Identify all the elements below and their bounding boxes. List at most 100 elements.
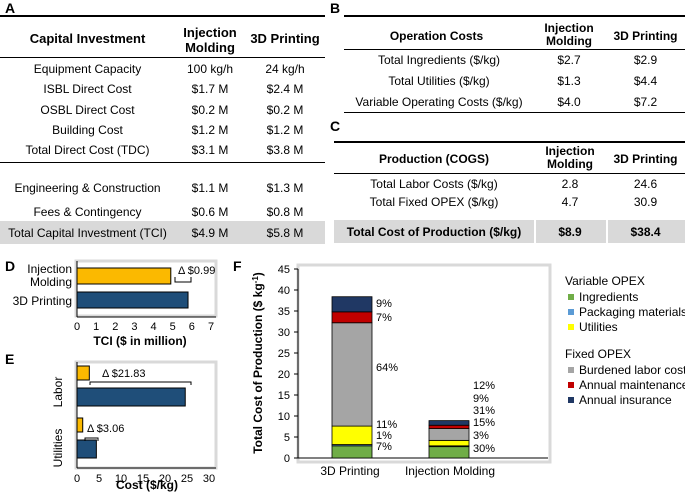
chart-e-xtick: 0 xyxy=(74,473,80,485)
table-b-row-3d: $2.9 xyxy=(633,53,658,67)
chart-e-xlabel: Cost ($/kg) xyxy=(116,478,178,492)
chart-f-legend-swatch xyxy=(568,324,574,330)
chart-f-legend-item: Ingredients xyxy=(579,290,638,304)
table-c-row-label: Total Labor Costs ($/kg) xyxy=(370,177,498,191)
chart-d-delta-bracket xyxy=(174,277,192,283)
table-a-header-injection: Injection Molding xyxy=(183,25,237,55)
chart-f-segment-utilities xyxy=(331,425,373,445)
chart-f-ytick: 15 xyxy=(278,390,290,402)
table-a-header-item: Capital Investment xyxy=(29,31,146,46)
table-a-row-3d: $1.2 M xyxy=(266,123,304,137)
table-b-row-3d: $7.2 xyxy=(633,95,658,109)
chart-d-xtick: 1 xyxy=(93,321,99,333)
chart-e-bar-labor-injection xyxy=(76,365,90,381)
chart-f-pct-injection: 12% xyxy=(473,380,495,392)
chart-f-legend-item: Annual maintenance xyxy=(579,378,685,392)
table-c-header-3dprinting: 3D Printing xyxy=(613,152,678,166)
table-a-total-row-shade xyxy=(0,221,325,244)
table-b-row-im: $2.7 xyxy=(557,53,581,67)
chart-f-ylabel: Total Cost of Production ($ kg-1) xyxy=(251,272,265,454)
chart-f-legend-swatch xyxy=(568,309,574,315)
chart-f-pct-3dprinting: 64% xyxy=(376,362,398,374)
chart-f-cat-3dprinting: 3D Printing xyxy=(320,464,379,478)
chart-f-legend-title: Fixed OPEX xyxy=(565,347,631,361)
chart-f-pct-3dprinting: 1% xyxy=(376,430,392,442)
chart-d-xtick: 2 xyxy=(112,321,118,333)
chart-e-cost: 0 5 10 15 20 25 30 Δ $21.83 Δ $3.06 Labor Util… xyxy=(51,360,218,492)
chart-d-xtick: 5 xyxy=(170,321,176,333)
chart-f-ytick: 10 xyxy=(278,411,290,423)
chart-f-pct-3dprinting: 9% xyxy=(376,298,392,310)
table-a-row-label: Equipment Capacity xyxy=(33,62,142,76)
chart-f-pct-injection: 15% xyxy=(473,417,495,429)
table-a-total-label: Total Capital Investment (TCI) xyxy=(8,226,167,240)
table-c-row-3d: 30.9 xyxy=(633,195,658,209)
chart-d-cat-3dprinting: 3D Printing xyxy=(13,294,72,308)
table-a-row-im: $0.6 M xyxy=(191,205,229,219)
chart-f-legend-swatch xyxy=(568,397,574,403)
table-c-total-row-shade xyxy=(334,220,685,243)
table-a-row-label: Fees & Contingency xyxy=(33,205,142,219)
table-b-row-im: $1.3 xyxy=(557,74,581,88)
table-c-row-im: 4.7 xyxy=(561,195,579,209)
chart-d-xtick: 3 xyxy=(131,321,137,333)
chart-f-ytick: 20 xyxy=(278,369,290,381)
chart-f-pct-3dprinting: 7% xyxy=(376,441,392,453)
chart-f-segment-burdened-labor-cost xyxy=(331,322,373,427)
chart-f-cat-injection: Injection Molding xyxy=(405,464,495,478)
table-b-header-item: Operation Costs xyxy=(389,29,484,43)
table-b-row-label: Variable Operating Costs ($/kg) xyxy=(355,95,523,109)
chart-d-xtick: 4 xyxy=(151,321,157,333)
chart-e-bar-utilities-3dprinting xyxy=(76,439,97,459)
chart-f-segment-annual-maintenance xyxy=(428,424,470,430)
chart-d-xtick: 6 xyxy=(189,321,195,333)
chart-e-cat-utilities: Utilities xyxy=(51,429,65,468)
table-a-row-3d: $3.8 M xyxy=(266,143,304,157)
chart-e-frame xyxy=(74,360,218,470)
table-a-row-im: $1.7 M xyxy=(191,82,229,96)
table-a-row-im: $0.2 M xyxy=(191,103,229,117)
panel-label-c: C xyxy=(330,118,341,134)
chart-f-pct-injection: 3% xyxy=(473,430,489,442)
chart-f-ytick: 40 xyxy=(278,285,290,297)
panel-label-f: F xyxy=(233,258,242,274)
table-a-row-label: Engineering & Construction xyxy=(14,181,161,195)
table-b-row-3d: $4.4 xyxy=(633,74,658,88)
panel-label-a: A xyxy=(5,0,16,16)
chart-f-segment-utilities xyxy=(428,439,470,447)
table-a-row-im: $1.2 M xyxy=(191,123,229,137)
table-a-row-3d: $2.4 M xyxy=(266,82,304,96)
table-a-row-label: OSBL Direct Cost xyxy=(40,103,135,117)
chart-f-legend-item: Packaging materials xyxy=(579,305,685,319)
table-c-total-im: $8.9 xyxy=(558,225,582,239)
table-c-total-3d: $38.4 xyxy=(630,225,661,239)
table-c-row-label: Total Fixed OPEX ($/kg) xyxy=(369,195,499,209)
chart-f-legend-item: Utilities xyxy=(579,320,618,334)
chart-f-pct-injection: 30% xyxy=(473,443,495,455)
chart-f-pct-injection: 9% xyxy=(473,393,489,405)
chart-f-segment-annual-insurance xyxy=(428,420,470,426)
panel-label-d: D xyxy=(5,258,16,274)
table-b-row-label: Total Utilities ($/kg) xyxy=(388,74,490,88)
chart-d-bar-injection xyxy=(76,267,172,285)
table-a-row-label: Total Direct Cost (TDC) xyxy=(25,143,150,157)
table-capital-investment: Capital Investment Injection Molding 3D … xyxy=(0,0,325,250)
chart-e-bar-utilities-injection xyxy=(76,417,84,433)
table-c-row-3d: 24.6 xyxy=(633,177,658,191)
chart-f-legend-swatch xyxy=(568,367,574,373)
chart-f-segment-ingredients xyxy=(331,445,373,459)
table-b-header-3dprinting: 3D Printing xyxy=(613,29,678,43)
table-a-row-label: Building Cost xyxy=(52,123,123,137)
table-c-row-im: 2.8 xyxy=(561,177,579,191)
table-a-row-3d: $0.2 M xyxy=(266,103,304,117)
table-a-total-im: $4.9 M xyxy=(191,226,229,240)
table-production-cogs: Production (COGS) Injection Molding 3D P… xyxy=(334,135,685,247)
table-a-row-label: ISBL Direct Cost xyxy=(43,82,132,96)
chart-f-ytick: 35 xyxy=(278,306,290,318)
chart-f-legend-item: Annual insurance xyxy=(579,393,672,407)
chart-e-delta-labor-bracket xyxy=(89,381,192,385)
chart-f-ytick: 0 xyxy=(284,453,290,465)
chart-d-xlabel: TCI ($ in million) xyxy=(93,334,186,348)
table-c-total-label: Total Cost of Production ($/kg) xyxy=(346,225,522,239)
